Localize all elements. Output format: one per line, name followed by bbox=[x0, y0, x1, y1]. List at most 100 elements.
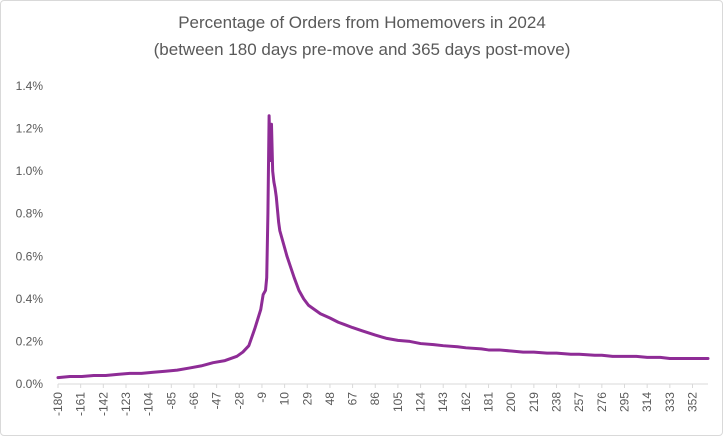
x-tick-label: 257 bbox=[572, 392, 586, 412]
data-point bbox=[265, 276, 268, 279]
x-tick-label: 105 bbox=[391, 392, 405, 412]
data-point bbox=[289, 266, 292, 268]
data-point bbox=[188, 367, 190, 369]
x-tick-label: -104 bbox=[142, 392, 156, 416]
data-point bbox=[487, 349, 490, 351]
x-tick-label: 162 bbox=[459, 392, 473, 412]
data-point bbox=[533, 351, 535, 353]
data-point bbox=[578, 353, 580, 356]
series-line bbox=[56, 114, 710, 380]
data-point bbox=[593, 354, 596, 357]
chart-title-line1: Percentage of Orders from Homemovers in … bbox=[178, 13, 546, 32]
x-tick-label: 86 bbox=[368, 392, 382, 406]
x-tick-label: 143 bbox=[436, 392, 450, 412]
data-point bbox=[683, 357, 685, 360]
data-point bbox=[555, 352, 558, 354]
data-point bbox=[351, 326, 354, 329]
data-point bbox=[546, 352, 548, 354]
data-point bbox=[707, 357, 709, 360]
x-tick-label: -28 bbox=[232, 392, 246, 410]
data-point bbox=[480, 348, 483, 350]
data-point bbox=[140, 372, 143, 375]
data-point bbox=[276, 208, 279, 211]
y-tick-label: 0.4% bbox=[16, 292, 44, 306]
data-point bbox=[635, 355, 638, 358]
data-point bbox=[522, 351, 524, 353]
x-tick-label: -142 bbox=[96, 392, 110, 416]
chart-title-line2: (between 180 days pre-move and 365 days … bbox=[154, 40, 571, 59]
x-axis: -180 -161 -142 -123 -104 -85 -66 -47 -28 -9 10 29 48… bbox=[51, 384, 699, 416]
data-point bbox=[274, 187, 276, 189]
x-tick-label: 352 bbox=[685, 392, 699, 412]
y-tick-label: 1.0% bbox=[16, 164, 44, 178]
data-point bbox=[374, 334, 377, 336]
data-point bbox=[510, 350, 513, 352]
data-point bbox=[337, 321, 340, 324]
data-point bbox=[319, 312, 322, 315]
x-tick-label: -180 bbox=[51, 392, 65, 416]
x-tick-label: 219 bbox=[527, 392, 541, 412]
data-point bbox=[385, 337, 387, 340]
data-point bbox=[691, 357, 694, 360]
data-point bbox=[275, 195, 278, 198]
data-point bbox=[659, 356, 662, 359]
y-tick-label: 0.0% bbox=[16, 377, 44, 391]
data-point bbox=[465, 347, 467, 349]
data-point bbox=[268, 115, 270, 117]
y-tick-label: 0.8% bbox=[16, 207, 44, 221]
data-point bbox=[293, 276, 295, 279]
data-point bbox=[273, 180, 275, 183]
data-point bbox=[277, 221, 280, 224]
data-point bbox=[200, 365, 202, 367]
x-tick-label: 276 bbox=[595, 392, 609, 412]
series-group bbox=[56, 114, 710, 380]
y-axis: 0.0% 0.2% 0.4% 0.6% 0.8% 1.0% 1.2% 1.4% bbox=[16, 79, 44, 391]
data-point bbox=[248, 344, 250, 347]
data-point bbox=[242, 351, 244, 353]
data-point bbox=[611, 355, 614, 358]
data-point bbox=[409, 340, 411, 343]
data-point bbox=[81, 375, 83, 378]
x-tick-label: 124 bbox=[414, 392, 428, 412]
x-tick-label: 181 bbox=[482, 392, 496, 412]
x-tick-label: 314 bbox=[640, 392, 654, 412]
data-point bbox=[212, 361, 214, 364]
data-point bbox=[253, 327, 256, 330]
data-point bbox=[432, 343, 435, 346]
data-point bbox=[271, 170, 274, 172]
data-point bbox=[152, 371, 155, 374]
data-point bbox=[302, 298, 305, 300]
data-point bbox=[570, 353, 572, 356]
data-point bbox=[92, 374, 95, 377]
data-point bbox=[601, 354, 603, 357]
y-tick-label: 1.4% bbox=[16, 79, 44, 93]
data-point bbox=[329, 317, 331, 319]
data-point bbox=[176, 369, 179, 371]
data-point bbox=[270, 123, 273, 126]
data-point bbox=[259, 308, 262, 311]
data-point bbox=[128, 372, 131, 375]
data-point bbox=[116, 373, 119, 376]
data-point bbox=[104, 374, 107, 377]
x-tick-label: 238 bbox=[550, 392, 564, 412]
x-tick-label: -47 bbox=[210, 392, 224, 410]
x-tick-label: 67 bbox=[346, 392, 360, 406]
data-point bbox=[267, 212, 269, 215]
x-tick-label: 10 bbox=[278, 392, 292, 406]
x-tick-label: 200 bbox=[504, 392, 518, 412]
data-point bbox=[343, 323, 346, 326]
data-point bbox=[262, 293, 264, 296]
data-point bbox=[442, 344, 445, 347]
data-point bbox=[498, 349, 501, 351]
data-point bbox=[419, 342, 422, 345]
data-point bbox=[313, 308, 316, 311]
data-point bbox=[269, 159, 272, 162]
data-point bbox=[69, 375, 71, 378]
x-tick-label: -123 bbox=[119, 392, 133, 416]
y-tick-label: 0.2% bbox=[16, 334, 44, 348]
data-point bbox=[279, 229, 281, 232]
data-point bbox=[307, 304, 310, 307]
data-point bbox=[286, 255, 288, 258]
